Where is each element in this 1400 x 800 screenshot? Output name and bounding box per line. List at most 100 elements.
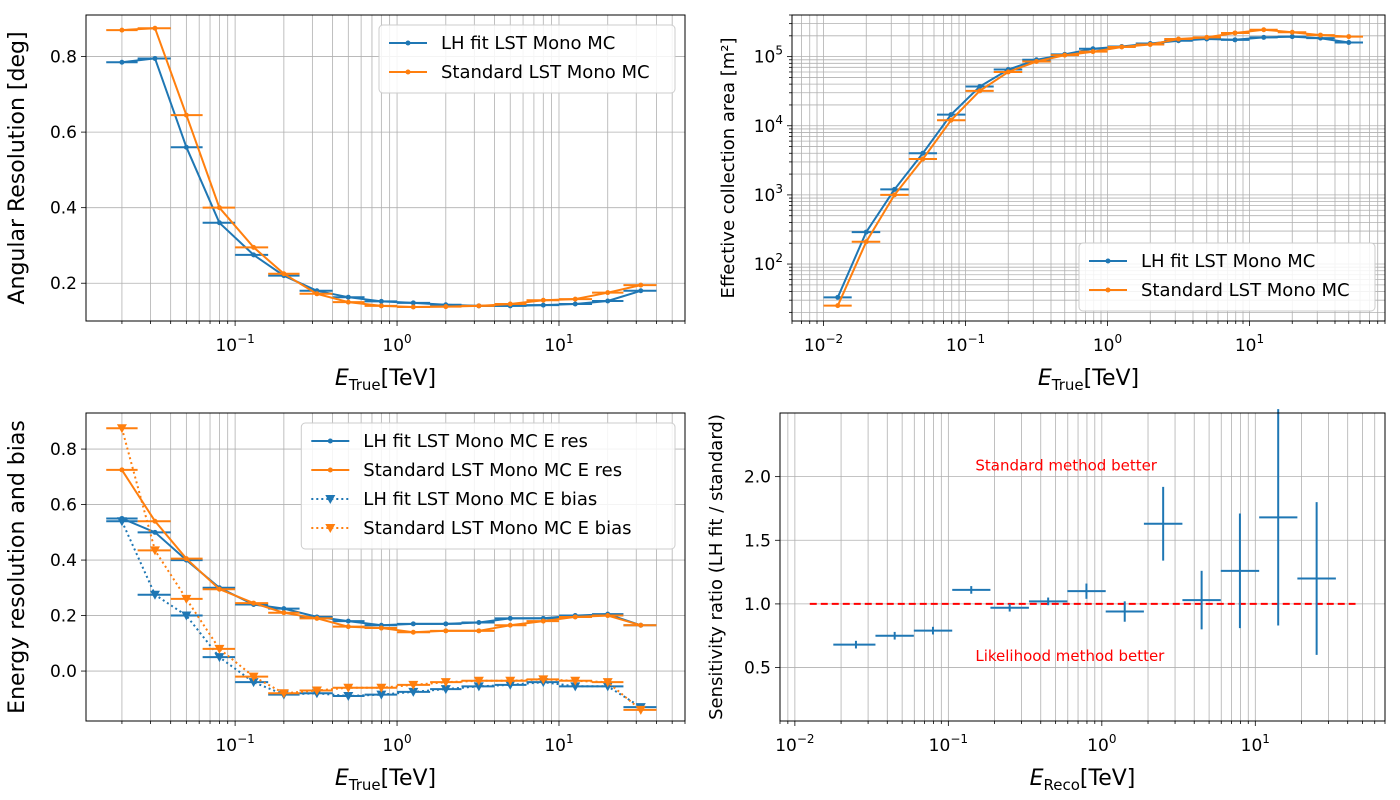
y-tick-base: 10 (754, 255, 776, 275)
data-point (977, 88, 983, 94)
data-point (410, 629, 416, 635)
data-point (248, 672, 259, 682)
legend-label: LH fit LST Mono MC E res (363, 431, 588, 452)
data-point (281, 606, 287, 612)
data-point (1317, 32, 1323, 38)
data-point (863, 239, 869, 245)
data-point (181, 611, 192, 621)
x-axis-label-sub: True (348, 376, 381, 394)
x-axis-label-main: E (335, 766, 349, 791)
data-point (314, 291, 320, 297)
y-tick-base: 10 (754, 186, 776, 206)
x-tick-exp: 0 (1109, 732, 1117, 746)
x-axis-label: ETrue[TeV] (335, 766, 436, 794)
y-tick-exp: 3 (775, 182, 783, 196)
data-point (1346, 40, 1352, 46)
x-tick-base: 10 (804, 336, 826, 356)
legend-label: LH fit LST Mono MC E bias (363, 489, 597, 510)
y-tick-base: 10 (754, 117, 776, 137)
legend: LH fit LST Mono MC E res Standard LST Mon… (300, 422, 676, 550)
series-1 (833, 409, 1336, 655)
data-point (410, 304, 416, 310)
y-tick-label: 0.6 (50, 496, 77, 516)
data-point (507, 615, 513, 621)
x-tick-base: 10 (215, 336, 237, 356)
data-point (638, 622, 644, 628)
legend: LH fit LST Mono MC Standard LST Mono MC (1078, 242, 1376, 312)
data-point (1289, 34, 1295, 40)
legend-marker (405, 69, 411, 75)
data-point (1005, 69, 1011, 75)
series-1 (106, 55, 657, 309)
data-point (116, 424, 127, 434)
y-tick-label: 0.2 (50, 274, 77, 294)
data-point (345, 618, 351, 624)
data-point (149, 590, 160, 600)
y-tick-label: 104 (754, 113, 783, 137)
legend-marker (325, 524, 336, 533)
legend-label: LH fit LST Mono MC (441, 33, 615, 54)
data-point (540, 302, 546, 308)
x-tick-exp: 1 (1262, 732, 1270, 746)
data-point (507, 622, 513, 628)
x-tick-label: 101 (1241, 732, 1270, 756)
data-point (1261, 34, 1267, 40)
data-point (119, 27, 125, 33)
x-tick-exp: −1 (237, 332, 255, 346)
data-point (948, 117, 954, 123)
legend-marker (1105, 287, 1111, 293)
data-point (540, 297, 546, 303)
data-point (343, 692, 354, 702)
x-tick-base: 10 (544, 736, 566, 756)
grid (81, 15, 686, 326)
data-point (251, 244, 257, 250)
data-point (345, 624, 351, 630)
data-point (476, 619, 482, 625)
annotation-text: Likelihood method better (975, 647, 1165, 665)
data-point (948, 112, 954, 118)
data-point (376, 690, 387, 700)
data-point (376, 683, 387, 693)
data-point (152, 518, 158, 524)
data-point (214, 653, 225, 663)
x-tick-exp: 1 (566, 332, 574, 346)
data-point (149, 546, 160, 556)
x-tick-label: 101 (1235, 332, 1264, 356)
chart-angres: 10−1 100 1010.20.40.60.8ETrue[TeV]Angular … (5, 14, 686, 394)
data-point (314, 615, 320, 621)
data-point (281, 271, 287, 277)
data-point (345, 294, 351, 300)
x-tick-label: 100 (1093, 332, 1122, 356)
data-point (311, 686, 322, 696)
data-point (345, 299, 351, 305)
data-point (214, 644, 225, 654)
data-point (119, 467, 125, 473)
data-point (281, 610, 287, 616)
data-point (570, 676, 581, 686)
data-point (408, 687, 419, 697)
x-tick-label: 10−1 (215, 332, 254, 356)
data-point (538, 675, 549, 685)
data-point (1346, 34, 1352, 40)
data-point (605, 290, 611, 296)
data-point (1289, 29, 1295, 35)
y-tick-label: 105 (754, 44, 783, 68)
data-point (181, 594, 192, 604)
y-tick-label: 2.0 (744, 468, 771, 488)
x-tick-base: 10 (215, 736, 237, 756)
data-point (278, 689, 289, 699)
data-point (152, 55, 158, 61)
series-2 (106, 467, 657, 635)
x-tick-label: 10−1 (215, 732, 254, 756)
data-point (605, 613, 611, 619)
chart-eres: 10−1 100 1010.00.20.40.60.8ETrue[TeV]Energ… (5, 412, 686, 794)
y-tick-exp: 5 (775, 44, 783, 58)
x-tick-exp: 1 (1256, 332, 1264, 346)
data-point (1033, 59, 1039, 65)
data-point (378, 298, 384, 304)
plot-frame (779, 412, 1386, 722)
data-point (116, 517, 127, 527)
data-point (408, 680, 419, 690)
y-tick-exp: 4 (775, 113, 783, 127)
